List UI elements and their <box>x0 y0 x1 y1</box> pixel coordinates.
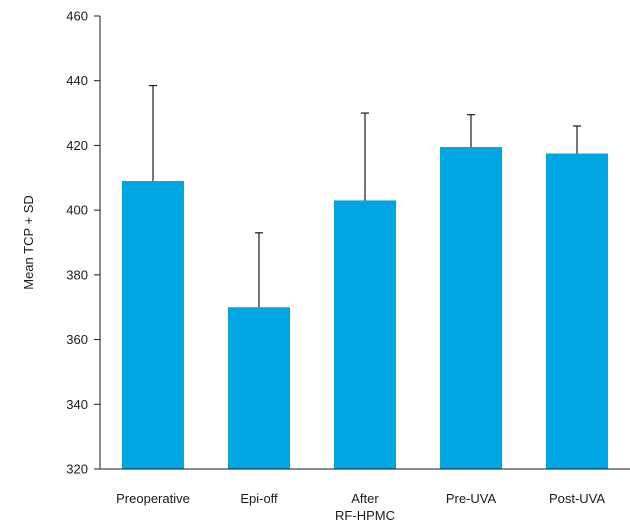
y-tick-label: 340 <box>66 397 88 412</box>
bar <box>122 181 184 469</box>
y-axis-title: Mean TCP + SD <box>21 195 36 290</box>
y-tick-label: 320 <box>66 462 88 477</box>
x-category-label: After <box>351 491 379 506</box>
bar <box>228 307 290 469</box>
y-tick-label: 440 <box>66 73 88 88</box>
bar <box>440 147 502 469</box>
x-labels-group: Preoperative Epi-off After RF-HPMC Pre-UVA Po… <box>116 491 605 523</box>
bar <box>546 153 608 469</box>
x-category-label: Pre-UVA <box>446 491 497 506</box>
error-bars-group <box>149 84 581 308</box>
x-category-label: Preoperative <box>116 491 190 506</box>
y-tick-label: 400 <box>66 203 88 218</box>
y-tick-label: 360 <box>66 332 88 347</box>
y-ticks-group: 320 340 360 380 400 420 440 460 <box>66 9 100 477</box>
y-tick-label: 420 <box>66 138 88 153</box>
y-tick-label: 460 <box>66 9 88 24</box>
bar <box>334 200 396 469</box>
y-tick-label: 380 <box>66 267 88 282</box>
bars-group <box>122 147 608 469</box>
x-category-label: Epi-off <box>240 491 278 506</box>
x-category-label: RF-HPMC <box>335 508 395 523</box>
x-category-label: Post-UVA <box>549 491 605 506</box>
